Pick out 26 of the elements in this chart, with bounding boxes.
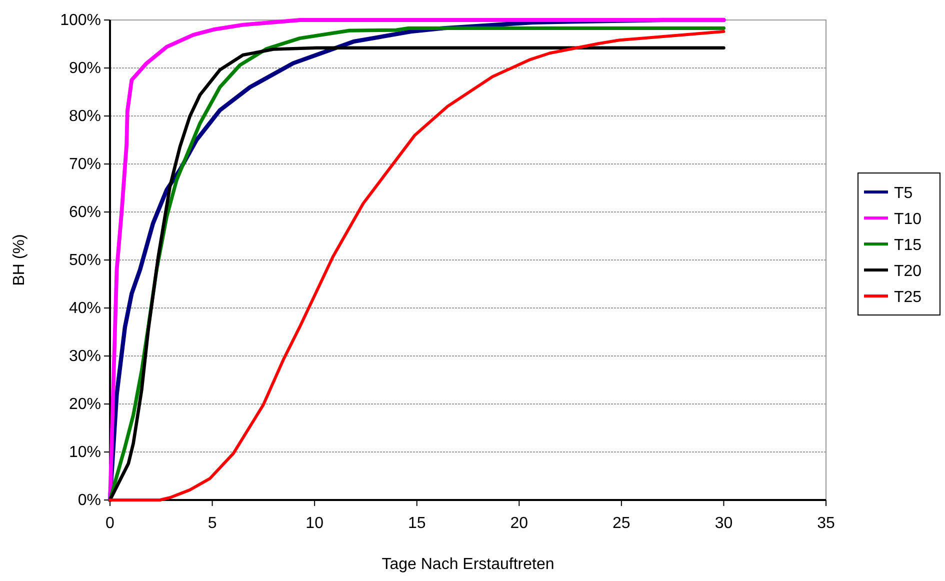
x-tick-label: 25 [612, 515, 630, 532]
y-tick-label: 60% [68, 204, 101, 222]
legend-label: T25 [894, 289, 922, 306]
y-tick-label: 70% [68, 156, 101, 174]
x-tick-label: 0 [106, 515, 115, 532]
y-tick-label: 40% [68, 300, 101, 318]
x-tick-label: 30 [714, 515, 733, 532]
x-tick-label: 35 [817, 515, 835, 532]
x-tick-label: 20 [510, 515, 528, 532]
legend-label: T10 [894, 211, 922, 228]
y-tick-label: 10% [68, 444, 101, 462]
legend-label: T15 [894, 237, 922, 254]
y-axis-title: BH (%) [11, 234, 28, 286]
y-tick-label: 0% [78, 492, 101, 510]
x-tick-label: 10 [306, 515, 324, 532]
y-tick-label: 80% [68, 108, 101, 126]
legend-label: T5 [894, 185, 913, 202]
legend-label: T20 [894, 263, 922, 280]
x-axis-title: Tage Nach Erstauftreten [382, 556, 554, 573]
y-tick-label: 100% [60, 12, 101, 30]
y-tick-label: 20% [68, 396, 101, 414]
y-tick-label: 50% [68, 252, 101, 270]
x-tick-label: 15 [408, 515, 426, 532]
y-tick-label: 90% [68, 60, 101, 78]
x-tick-label: 5 [208, 515, 217, 532]
y-tick-label: 30% [68, 348, 101, 366]
